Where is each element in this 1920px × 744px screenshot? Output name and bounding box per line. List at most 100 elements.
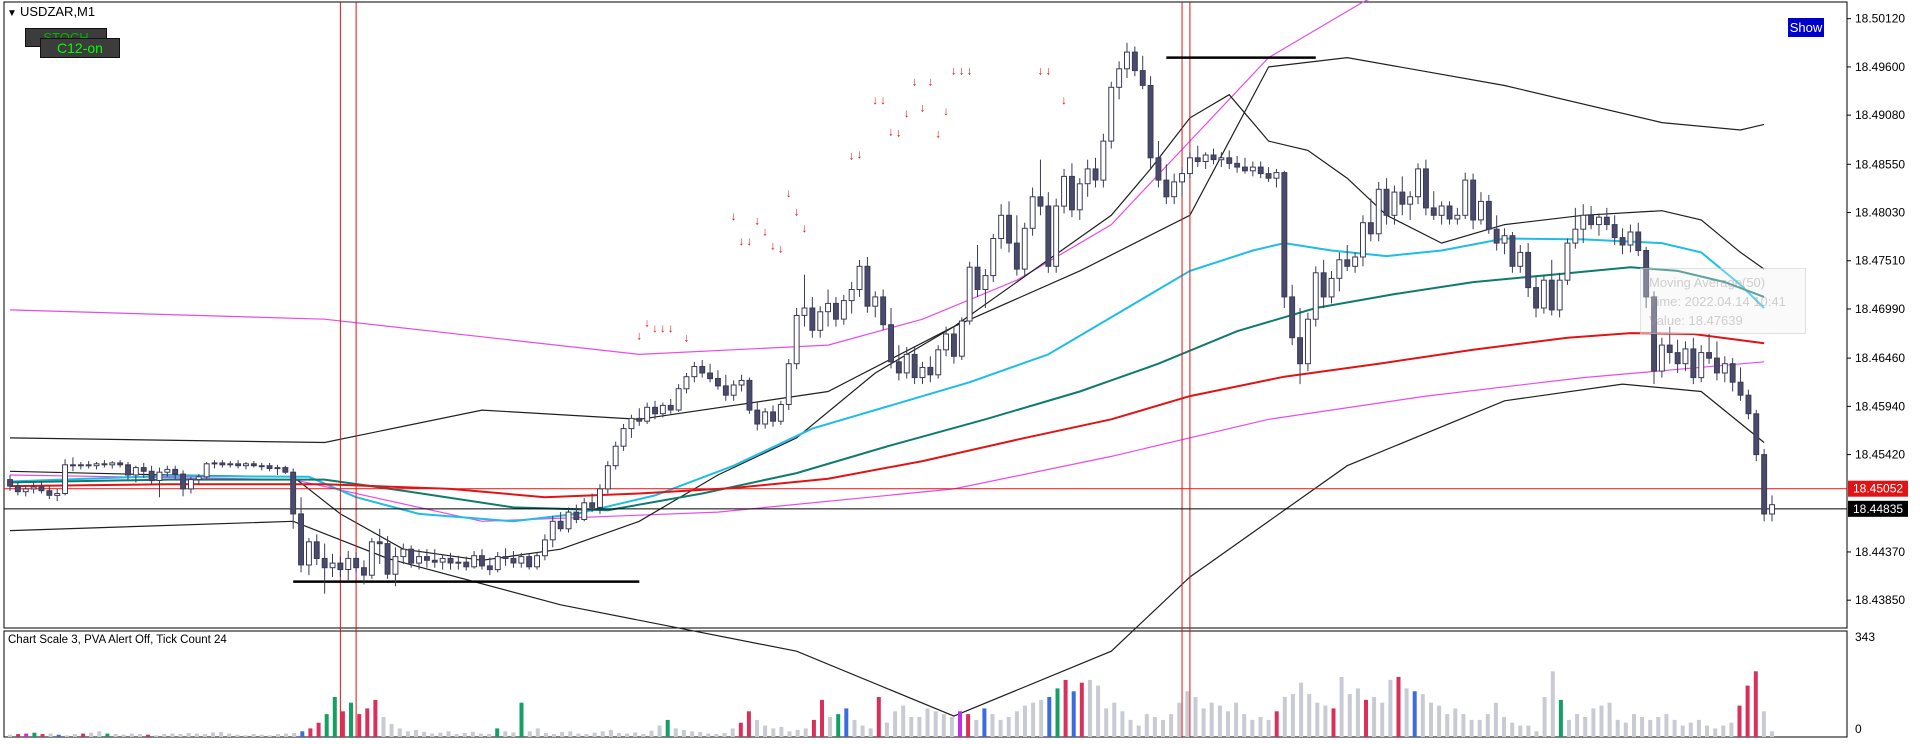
- y-tick-label: 18.45420: [1855, 448, 1905, 462]
- candlestick: [1674, 339, 1681, 373]
- volume-bar: [462, 733, 467, 737]
- candlestick: [1407, 191, 1414, 220]
- volume-bar: [990, 714, 995, 737]
- candle-body-bearish: [172, 468, 179, 475]
- volume-bar: [1502, 717, 1506, 737]
- volume-bar: [738, 722, 743, 737]
- volume-bar: [1047, 697, 1052, 737]
- down-arrow-signal-icon: ↓: [967, 63, 973, 77]
- volume-bar: [405, 731, 410, 737]
- candle-body-bullish: [1698, 352, 1705, 379]
- candle-body-bullish: [691, 366, 698, 378]
- candlestick: [1076, 178, 1083, 220]
- volume-bar: [1558, 699, 1563, 737]
- candlestick: [258, 462, 265, 471]
- show-button[interactable]: Show: [1788, 18, 1824, 37]
- candlestick: [1556, 272, 1563, 318]
- volume-bar: [811, 719, 816, 737]
- volume-bar: [227, 733, 232, 737]
- volume-bar: [1258, 717, 1263, 737]
- volume-bar: [1672, 719, 1677, 737]
- bollinger-upper-0: [9, 0, 1370, 356]
- volume-bar: [1664, 714, 1669, 737]
- candlestick: [424, 549, 430, 568]
- candlestick: [408, 545, 415, 568]
- candlestick: [636, 408, 643, 426]
- candle-body-bearish: [1006, 214, 1012, 244]
- bollinger-lower-0: [9, 361, 1765, 522]
- candlestick: [219, 460, 226, 468]
- candle-body-bearish: [809, 307, 816, 331]
- candlestick: [494, 551, 501, 573]
- candlestick: [1155, 141, 1162, 188]
- candlestick: [1139, 55, 1146, 90]
- candlestick: [958, 317, 965, 360]
- candle-body-bearish: [463, 561, 470, 568]
- volume-bar: [860, 725, 865, 737]
- volume-bar: [397, 728, 402, 737]
- volume-bar: [1420, 694, 1425, 737]
- volume-bar: [1031, 702, 1036, 737]
- volume-bar: [1104, 708, 1109, 737]
- volume-bar: [730, 728, 735, 737]
- volume-bar: [1567, 719, 1571, 737]
- candlestick: [1265, 167, 1272, 182]
- candle-body-bullish: [935, 349, 942, 376]
- candle-body-bullish: [203, 463, 210, 478]
- volume-bar: [706, 733, 711, 737]
- down-arrow-signal-icon: ↓: [872, 93, 878, 107]
- volume-bar: [1404, 688, 1409, 737]
- triangle-down-icon[interactable]: ▼: [7, 8, 17, 19]
- candle-body-bullish: [1312, 272, 1319, 320]
- candle-body-bearish: [1092, 168, 1099, 181]
- volume-bar: [1274, 711, 1279, 737]
- candlestick: [620, 423, 627, 451]
- candle-body-bearish: [1643, 250, 1650, 298]
- volume-bar: [1412, 691, 1417, 737]
- candle-body-bullish: [1352, 256, 1359, 267]
- candle-body-bullish: [132, 467, 139, 476]
- volume-bar: [1266, 719, 1271, 737]
- candle-body-bearish: [652, 406, 658, 415]
- candle-body-bullish: [1360, 222, 1366, 258]
- c12-on-button[interactable]: C12-on: [40, 38, 120, 58]
- candle-body-bullish: [840, 300, 847, 320]
- candle-body-bullish: [54, 493, 61, 496]
- candle-body-bullish: [518, 556, 525, 564]
- volume-bar: [1518, 725, 1523, 737]
- volume-bar: [649, 730, 654, 737]
- volume-bar: [324, 714, 329, 737]
- candlestick: [1470, 173, 1477, 230]
- volume-bar: [690, 731, 695, 737]
- candlestick: [70, 457, 76, 472]
- candle-body-bearish: [1399, 191, 1406, 205]
- candlestick: [777, 400, 784, 425]
- candlestick: [534, 551, 540, 570]
- candle-body-bullish: [1202, 154, 1209, 162]
- candle-body-bullish: [1658, 344, 1665, 372]
- candlestick: [368, 538, 375, 579]
- volume-bar: [958, 711, 962, 737]
- alert-price-tag-label: 18.45052: [1853, 482, 1903, 496]
- candle-body-bullish: [22, 488, 29, 493]
- candlestick: [1202, 152, 1209, 169]
- volume-bar: [1640, 717, 1645, 737]
- candle-body-bullish: [1084, 168, 1091, 185]
- volume-bar: [503, 731, 508, 737]
- volume-bar: [129, 733, 134, 737]
- candle-body-bearish: [1651, 296, 1657, 372]
- candlestick: [7, 474, 13, 491]
- candle-body-bearish: [722, 385, 729, 396]
- volume-bar: [105, 733, 110, 737]
- candle-body-bullish: [1061, 175, 1067, 207]
- candlestick: [604, 461, 611, 494]
- candlestick: [117, 460, 124, 468]
- volume-bar: [89, 732, 94, 737]
- volume-bar: [681, 729, 686, 737]
- volume-bar: [543, 733, 548, 737]
- candle-body-bullish: [943, 333, 949, 351]
- y-tick-label: 18.44370: [1855, 545, 1905, 559]
- volume-bar: [487, 734, 492, 737]
- volume-bar: [349, 702, 353, 737]
